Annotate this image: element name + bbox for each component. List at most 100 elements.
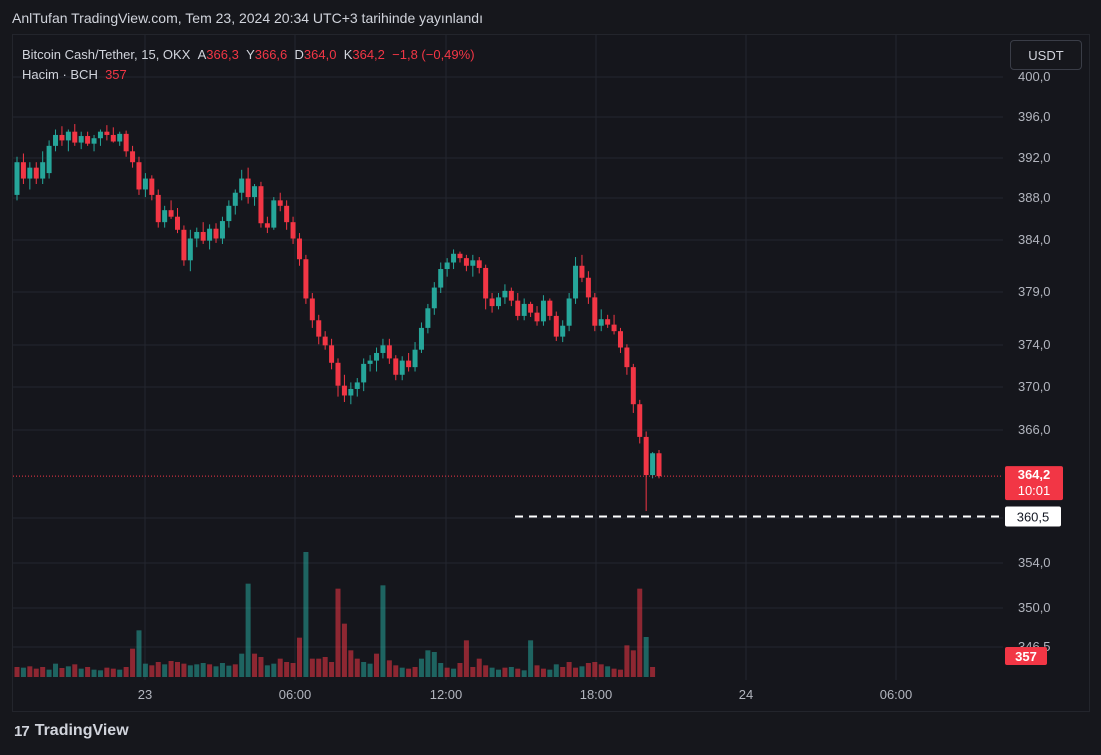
close-value: 364,2 — [352, 47, 385, 62]
currency-button[interactable]: USDT — [1010, 40, 1082, 70]
price-tick-label: 388,0 — [1018, 190, 1051, 205]
volume-bar — [296, 637, 302, 677]
volume-bar — [14, 667, 20, 677]
price-tick-label: 354,0 — [1018, 555, 1051, 570]
candle-body — [207, 228, 213, 241]
grid-lines — [13, 35, 1003, 680]
candle-body — [194, 231, 200, 239]
volume-bar — [470, 667, 476, 677]
candle-body — [104, 131, 110, 135]
price-tick-label: 400,0 — [1018, 69, 1051, 84]
volume-bar — [142, 663, 148, 677]
low-value: 364,0 — [303, 47, 337, 62]
volume-bar — [380, 585, 386, 677]
volume-bar — [540, 668, 546, 677]
volume-bar — [72, 664, 78, 677]
candle-body — [380, 345, 386, 353]
candle-body — [483, 267, 489, 299]
candle-body — [59, 134, 65, 141]
price-tick-label: 396,0 — [1018, 109, 1051, 124]
candle-body — [20, 162, 26, 179]
candle-body — [451, 253, 457, 263]
volume-bar — [566, 662, 572, 677]
volume-bar — [46, 669, 52, 677]
volume-bar — [20, 667, 26, 677]
candle-body — [656, 453, 662, 477]
price-tick-label: 384,0 — [1018, 232, 1051, 247]
candle-body — [175, 216, 180, 230]
high-value: 366,6 — [254, 47, 288, 62]
time-axis[interactable]: 23 06:00 12:00 18:00 24 06:00 — [138, 687, 913, 702]
candle-body — [476, 260, 482, 268]
volume-bar — [59, 668, 65, 677]
candle-body — [155, 194, 161, 223]
volume-bar — [438, 663, 444, 677]
volume-bar — [348, 650, 354, 677]
time-tick-label: 23 — [138, 687, 152, 702]
volume-bar — [412, 667, 418, 677]
volume-bar — [110, 668, 116, 677]
open-label: A — [197, 47, 207, 62]
candle-body — [309, 298, 315, 321]
candle-body — [40, 162, 46, 179]
candle-body — [187, 238, 193, 261]
candle-body — [258, 186, 264, 224]
volume-bar — [194, 664, 200, 677]
volume-bar — [444, 667, 450, 677]
change-value: −1,8 (−0,49%) — [392, 47, 475, 62]
candlestick-chart[interactable]: 400,0 396,0 392,0 388,0 384,0 379,0 374,0 370,0… — [13, 35, 1089, 711]
last-price-text: 364,2 — [1018, 467, 1051, 482]
volume-bar — [534, 665, 540, 677]
candle-body — [611, 324, 617, 332]
candle-body — [142, 178, 148, 190]
price-candles — [14, 124, 662, 512]
volume-bar — [418, 658, 424, 677]
candle-body — [540, 300, 546, 322]
candle-body — [226, 205, 232, 222]
volume-bar — [476, 658, 482, 677]
symbol-name[interactable]: Bitcoin Cash/Tether, 15, OKX — [22, 47, 191, 62]
volume-bar — [85, 667, 91, 677]
volume-bar — [329, 662, 335, 677]
volume-bar — [406, 668, 412, 677]
volume-bar — [78, 668, 84, 677]
candle-body — [560, 325, 566, 337]
volume-bar — [149, 665, 155, 677]
close-label: K — [343, 47, 353, 62]
candle-body — [438, 269, 444, 288]
volume-bar — [605, 666, 611, 677]
volume-bar — [592, 662, 598, 677]
candle-body — [329, 345, 335, 363]
chart-panel[interactable]: 400,0 396,0 392,0 388,0 384,0 379,0 374,0 370,0… — [12, 34, 1090, 712]
candle-body — [534, 312, 540, 322]
tradingview-logo-icon: 17 — [14, 722, 30, 740]
candle-body — [585, 277, 591, 298]
candle-body — [624, 347, 630, 368]
candle-body — [53, 134, 59, 146]
candle-body — [252, 186, 258, 198]
candle-body — [496, 297, 501, 307]
candle-body — [637, 404, 643, 437]
volume-bar — [611, 668, 617, 677]
candle-body — [239, 178, 245, 193]
volume-bar — [303, 552, 309, 677]
volume-bar — [97, 670, 103, 677]
candle-body — [418, 327, 424, 350]
candle-body — [547, 300, 553, 316]
volume-bar — [181, 663, 187, 677]
volume-label[interactable]: Hacim · BCH — [22, 67, 98, 82]
volume-bar — [547, 669, 553, 677]
candle-body — [219, 221, 225, 239]
volume-bar — [451, 668, 457, 677]
volume-bar — [277, 658, 283, 677]
price-axis[interactable]: 400,0 396,0 392,0 388,0 384,0 379,0 374,0 370,0… — [1018, 69, 1051, 654]
candle-body — [573, 265, 579, 299]
ohlc-line: Bitcoin Cash/Tether, 15, OKX A366,3 Y366… — [22, 45, 475, 65]
candle-body — [46, 145, 52, 174]
time-tick-label: 06:00 — [880, 687, 913, 702]
tradingview-footer[interactable]: 17 TradingView — [14, 722, 129, 740]
volume-bar — [425, 650, 431, 677]
candle-body — [444, 262, 450, 270]
price-tick-label: 366,0 — [1018, 422, 1051, 437]
last-price-badge — [1005, 466, 1063, 501]
